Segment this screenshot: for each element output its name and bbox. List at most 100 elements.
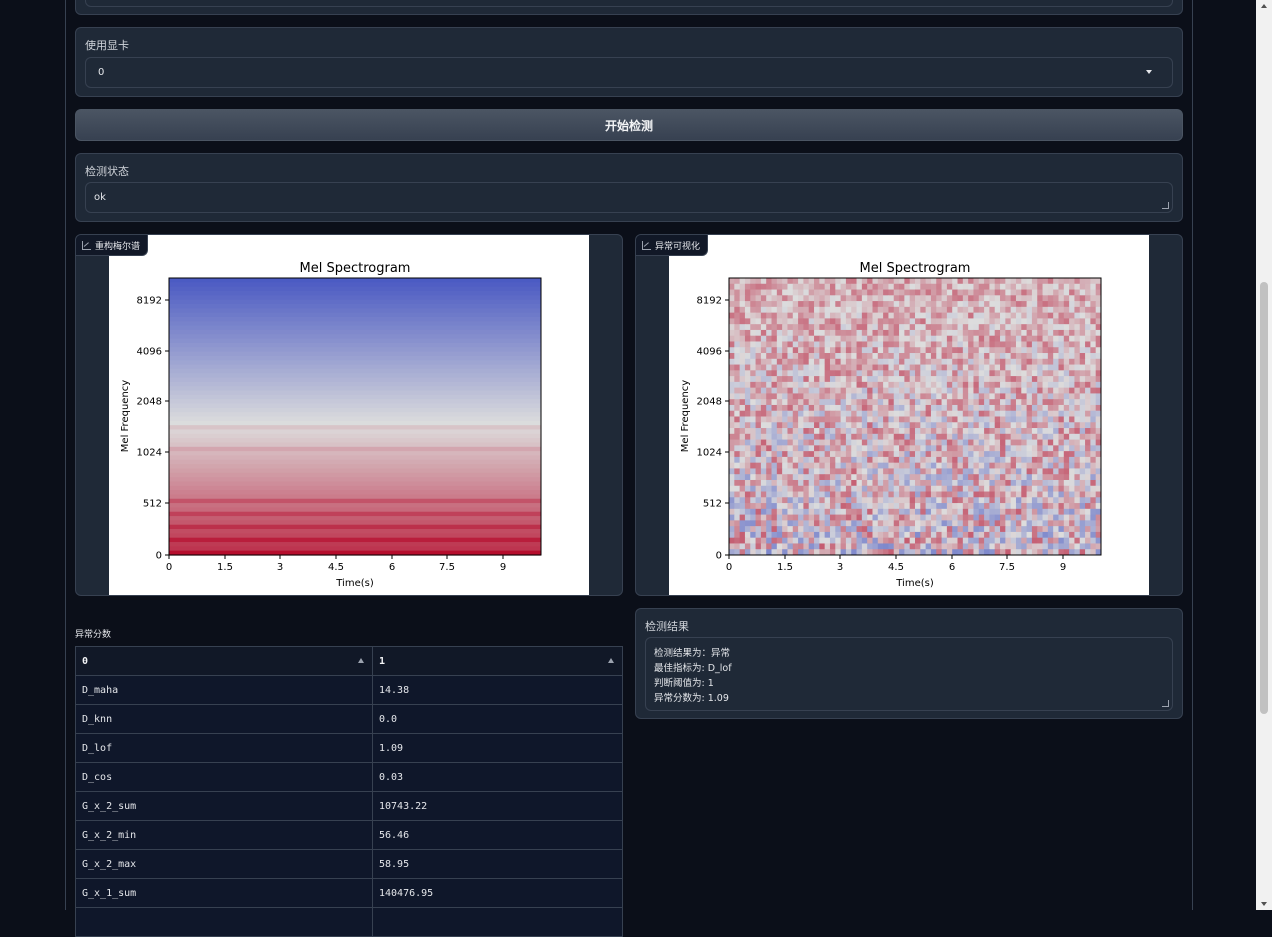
plot-title: Mel Spectrogram [300,261,411,276]
start-detection-button[interactable]: 开始检测 [75,109,1183,141]
table-cell[interactable]: 56.46 [372,820,623,850]
table-cell[interactable] [372,907,623,937]
sort-icon[interactable] [608,658,614,663]
x-tick-label: 3 [277,562,283,573]
x-tick-label: 9 [500,562,506,573]
table-row: G_x_1_sum 140476.95 [75,878,623,908]
y-tick-label: 2048 [137,397,162,408]
y-tick-label: 8192 [137,296,162,307]
table-cell[interactable]: 0.0 [372,704,623,734]
top-dropdown-block [75,0,1183,15]
gpu-dropdown[interactable]: 0 [85,57,1173,88]
x-axis: 0 1.5 3 4.5 6 7.5 9 [726,555,1066,573]
result-line: 最佳指标为: D_lof [654,663,732,674]
column-header-1[interactable]: 1 [372,646,623,676]
table-row: D_lof 1.09 [75,733,623,763]
x-axis-label: Time(s) [335,578,374,589]
sort-icon[interactable] [358,658,364,663]
table-row: G_x_2_min 56.46 [75,820,623,850]
y-tick-label: 2048 [697,397,722,408]
x-tick-label: 1.5 [777,562,793,573]
scroll-up-icon[interactable] [1261,4,1267,8]
table-cell[interactable]: D_cos [75,762,373,792]
x-axis-label: Time(s) [895,578,934,589]
x-tick-label: 0 [166,562,172,573]
page-scrollbar[interactable] [1256,0,1272,910]
column-header-0-label: 0 [82,655,89,667]
mel-spectrogram-right: Mel Spectrogram 0 512 1024 2048 4096 8192 0 1.… [680,261,1102,589]
y-tick-label: 512 [143,499,162,510]
table-row [75,907,623,937]
chart-icon [82,240,91,250]
x-tick-label: 6 [949,562,955,573]
y-axis-label: Mel Frequency [680,380,691,452]
image-tag-left-label: 重构梅尔谱 [95,241,141,252]
table-cell[interactable] [75,907,373,937]
scroll-down-icon[interactable] [1261,902,1267,906]
y-axis: 0 512 1024 2048 4096 8192 [137,296,169,562]
top-dropdown[interactable] [85,0,1173,7]
y-tick-label: 4096 [697,347,722,358]
table-cell[interactable]: D_maha [75,675,373,705]
anomaly-visualization-plot: Mel Spectrogram 0 512 1024 2048 4096 8192 0 1.… [669,235,1149,595]
table-cell[interactable]: D_lof [75,733,373,763]
result-line: 异常分数为: 1.09 [654,693,729,704]
table-cell[interactable]: 140476.95 [372,878,623,908]
y-axis-label: Mel Frequency [120,380,131,452]
scores-table-label: 异常分数 [75,630,112,640]
gpu-select-block: 使用显卡 0 [75,27,1183,97]
table-row: D_knn 0.0 [75,704,623,734]
y-axis: 0 512 1024 2048 4096 8192 [697,296,729,562]
image-tag-left: 重构梅尔谱 [76,235,149,256]
scores-table: 0 1 D_maha 14.38 D_knn 0.0 D_lof 1.09 D_cos… [75,646,623,937]
x-tick-label: 9 [1060,562,1066,573]
resize-handle-icon[interactable] [1162,700,1169,707]
gpu-dropdown-value: 0 [98,67,105,78]
y-tick-label: 0 [716,551,722,562]
table-cell[interactable]: 1.09 [372,733,623,763]
page-frame-right [1192,0,1193,910]
resize-handle-icon[interactable] [1162,202,1169,209]
result-label: 检测结果 [645,620,689,633]
x-axis: 0 1.5 3 4.5 6 7.5 9 [166,555,506,573]
table-cell[interactable]: 10743.22 [372,791,623,821]
column-header-0[interactable]: 0 [75,646,373,676]
image-tag-right: 异常可视化 [636,235,709,256]
status-textbox[interactable]: ok [85,182,1173,213]
table-cell[interactable]: G_x_2_sum [75,791,373,821]
plot-frame [728,277,1102,556]
table-cell[interactable]: 58.95 [372,849,623,879]
table-row: D_maha 14.38 [75,675,623,705]
x-tick-label: 7.5 [999,562,1015,573]
column-header-1-label: 1 [379,655,386,667]
x-tick-label: 6 [389,562,395,573]
y-tick-label: 4096 [137,347,162,358]
page-frame-left [65,0,66,910]
result-line: 检测结果为：异常 [654,648,731,659]
table-cell[interactable]: 0.03 [372,762,623,792]
x-tick-label: 1.5 [217,562,233,573]
y-tick-label: 1024 [697,448,722,459]
x-tick-label: 4.5 [328,562,344,573]
result-textbox[interactable]: 检测结果为：异常 最佳指标为: D_lof 判断阈值为: 1 异常分数为: 1.… [645,637,1173,711]
status-block: 检测状态 ok [75,153,1183,222]
y-tick-label: 0 [156,551,162,562]
table-cell[interactable]: 14.38 [372,675,623,705]
image-tag-right-label: 异常可视化 [655,241,701,252]
table-cell[interactable]: G_x_2_min [75,820,373,850]
status-value: ok [94,192,106,203]
y-tick-label: 8192 [697,296,722,307]
table-cell[interactable]: G_x_1_sum [75,878,373,908]
table-row: D_cos 0.03 [75,762,623,792]
table-row: G_x_2_max 58.95 [75,849,623,879]
status-label: 检测状态 [85,165,129,178]
y-tick-label: 512 [703,499,722,510]
gpu-label: 使用显卡 [85,39,129,52]
x-tick-label: 7.5 [439,562,455,573]
mel-spectrogram-left: Mel Spectrogram 0 512 1024 2048 4096 8192 0 1.… [120,261,542,589]
scrollbar-thumb[interactable] [1260,282,1268,714]
table-cell[interactable]: D_knn [75,704,373,734]
table-cell[interactable]: G_x_2_max [75,849,373,879]
anomaly-heatmap [729,278,1102,556]
x-tick-label: 0 [726,562,732,573]
